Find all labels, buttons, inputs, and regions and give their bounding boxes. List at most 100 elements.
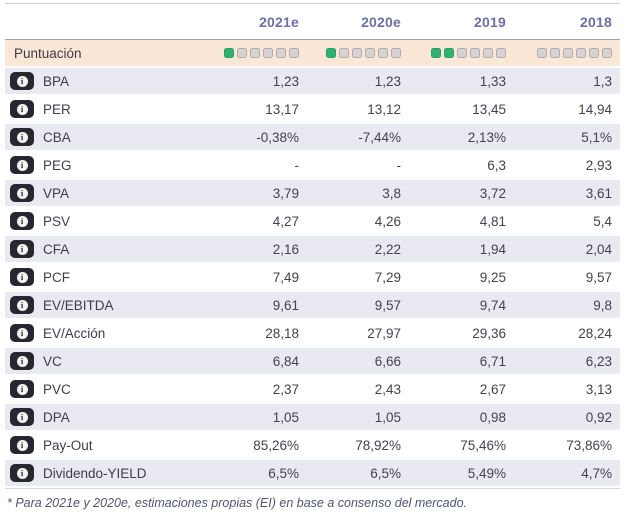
info-icon[interactable]: i [10, 324, 34, 342]
score-square-off [470, 48, 480, 58]
info-icon-glyph: i [16, 215, 28, 227]
value-cell: 13,12 [367, 101, 401, 117]
value-cell: 0,92 [585, 409, 612, 425]
footnote: * Para 2021e y 2020e, estimaciones propi… [7, 496, 467, 510]
value-cell: - [396, 157, 402, 173]
info-icon[interactable]: i [10, 156, 34, 174]
value-cell: 1,05 [272, 409, 299, 425]
value-cell: -7,44% [358, 129, 401, 145]
value-cell: 2,43 [374, 381, 401, 397]
value-cell: 6,71 [479, 353, 506, 369]
score-square-off [576, 48, 586, 58]
row-label: PER [43, 101, 71, 117]
table-row: i DPA 1,05 1,05 0,98 0,92 [5, 404, 620, 432]
row-label-cell: i CBA [5, 128, 205, 146]
value-cell: 78,92% [355, 437, 401, 453]
row-label-cell: i VC [5, 352, 205, 370]
score-square-off [589, 48, 599, 58]
table-row: i VPA 3,79 3,8 3,72 3,61 [5, 180, 620, 208]
row-label-cell: i BPA [5, 72, 205, 90]
value-cell: 3,79 [272, 185, 299, 201]
value-cell: 3,72 [479, 185, 506, 201]
score-square-off [263, 48, 273, 58]
info-icon[interactable]: i [10, 464, 34, 482]
value-cell: 1,33 [479, 73, 506, 89]
value-cell: 1,23 [272, 73, 299, 89]
info-icon-glyph: i [16, 131, 28, 143]
value-cell: 13,17 [265, 101, 299, 117]
table-row: i PEG - - 6,3 2,93 [5, 152, 620, 180]
table-header: 2021e 2020e 2019 2018 [5, 4, 620, 40]
info-icon[interactable]: i [10, 240, 34, 258]
info-icon[interactable]: i [10, 436, 34, 454]
value-cell: 3,13 [585, 381, 612, 397]
row-label: CBA [43, 129, 71, 145]
info-icon[interactable]: i [10, 380, 34, 398]
value-cell: 6,84 [272, 353, 299, 369]
score-square-off [352, 48, 362, 58]
table-row: i VC 6,84 6,66 6,71 6,23 [5, 348, 620, 376]
table-row: i PSV 4,27 4,26 4,81 5,4 [5, 208, 620, 236]
info-icon-glyph: i [16, 103, 28, 115]
info-icon[interactable]: i [10, 352, 34, 370]
row-label: EV/EBITDA [43, 297, 114, 313]
value-cell: 2,22 [374, 241, 401, 257]
score-square-off [237, 48, 247, 58]
value-cell: 4,7% [581, 465, 612, 481]
value-cell: 73,86% [566, 437, 612, 453]
score-square-on [224, 48, 234, 58]
value-cell: 9,74 [479, 297, 506, 313]
value-cell: 1,23 [374, 73, 401, 89]
info-icon-glyph: i [16, 327, 28, 339]
info-icon[interactable]: i [10, 296, 34, 314]
value-cell: 5,49% [467, 465, 506, 481]
value-cell: 28,18 [265, 325, 299, 341]
info-icon[interactable]: i [10, 268, 34, 286]
column-header-2020e: 2020e [361, 14, 401, 30]
table-row: i PCF 7,49 7,29 9,25 9,57 [5, 264, 620, 292]
value-cell: 7,49 [272, 269, 299, 285]
info-icon[interactable]: i [10, 72, 34, 90]
table-row: i PER 13,17 13,12 13,45 14,94 [5, 96, 620, 124]
score-indicator-2018 [514, 48, 620, 58]
table-row: i Pay-Out 85,26% 78,92% 75,46% 73,86% [5, 432, 620, 460]
table-row: i EV/EBITDA 9,61 9,57 9,74 9,8 [5, 292, 620, 320]
info-icon[interactable]: i [10, 212, 34, 230]
row-label-cell: i PCF [5, 268, 205, 286]
row-label: PSV [43, 213, 71, 229]
row-label-cell: i CFA [5, 240, 205, 258]
info-icon[interactable]: i [10, 100, 34, 118]
row-label-cell: i EV/EBITDA [5, 296, 205, 314]
score-square-off [550, 48, 560, 58]
value-cell: 2,13% [467, 129, 506, 145]
info-icon-glyph: i [16, 75, 28, 87]
score-square-off [289, 48, 299, 58]
info-icon[interactable]: i [10, 408, 34, 426]
score-square-on [326, 48, 336, 58]
info-icon-glyph: i [16, 271, 28, 283]
row-label-cell: i PSV [5, 212, 205, 230]
info-icon-glyph: i [16, 187, 28, 199]
value-cell: 9,25 [479, 269, 506, 285]
value-cell: 2,16 [272, 241, 299, 257]
table-row: i BPA 1,23 1,23 1,33 1,3 [5, 68, 620, 96]
info-icon[interactable]: i [10, 184, 34, 202]
score-square-off [391, 48, 401, 58]
score-square-on [444, 48, 454, 58]
score-indicator-2019 [409, 48, 514, 58]
bottom-divider [5, 488, 620, 489]
row-label: CFA [43, 241, 70, 257]
value-cell: 5,1% [581, 129, 612, 145]
row-label: Pay-Out [43, 437, 93, 453]
value-cell: 9,61 [272, 297, 299, 313]
row-label-cell: i PEG [5, 156, 205, 174]
info-icon[interactable]: i [10, 128, 34, 146]
info-icon-glyph: i [16, 243, 28, 255]
row-label: VC [43, 353, 62, 369]
value-cell: 6,3 [487, 157, 506, 173]
value-cell: 27,97 [367, 325, 401, 341]
value-cell: 2,04 [585, 241, 612, 257]
table-body: i BPA 1,23 1,23 1,33 1,3 i PER 13,17 13,12 13,45 14… [5, 68, 620, 488]
row-label-cell: i Dividendo-YIELD [5, 464, 205, 482]
row-label: PEG [43, 157, 72, 173]
